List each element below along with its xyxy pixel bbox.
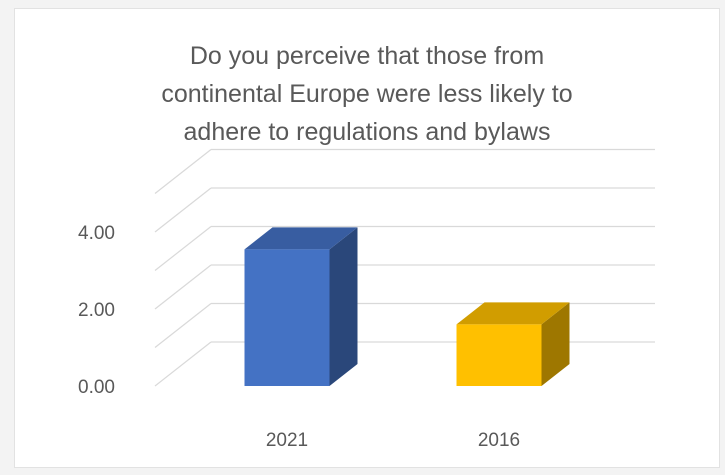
chart-plot-area: 0.00 2.00 4.00 2021 2016: [78, 148, 655, 451]
bar-2021: [244, 227, 358, 386]
gridline-side: [154, 187, 212, 233]
bars: [244, 227, 570, 386]
bar-top: [244, 227, 358, 250]
bar-top: [456, 302, 570, 325]
bar-2016: [456, 302, 570, 386]
x-tick-label: 2021: [266, 430, 308, 451]
gridline-side: [154, 264, 212, 310]
bar-side: [329, 227, 358, 386]
gridline-side: [154, 149, 212, 194]
y-tick-label: 0.00: [78, 377, 115, 398]
gridlines: [154, 148, 655, 387]
bar-side: [541, 302, 570, 386]
gridline-side: [154, 226, 212, 271]
chart-frame: Do you perceive that those from continen…: [14, 8, 720, 468]
x-tick-label: 2016: [478, 430, 520, 451]
bar-front: [456, 324, 542, 386]
tick-labels: 0.00 2.00 4.00 2021 2016: [78, 223, 520, 451]
bar-front: [244, 249, 330, 386]
gridline-side: [154, 303, 212, 348]
chart-title: Do you perceive that those from continen…: [161, 42, 573, 146]
y-tick-label: 4.00: [78, 223, 115, 244]
y-tick-label: 2.00: [78, 300, 115, 321]
gridline-side: [154, 341, 212, 387]
